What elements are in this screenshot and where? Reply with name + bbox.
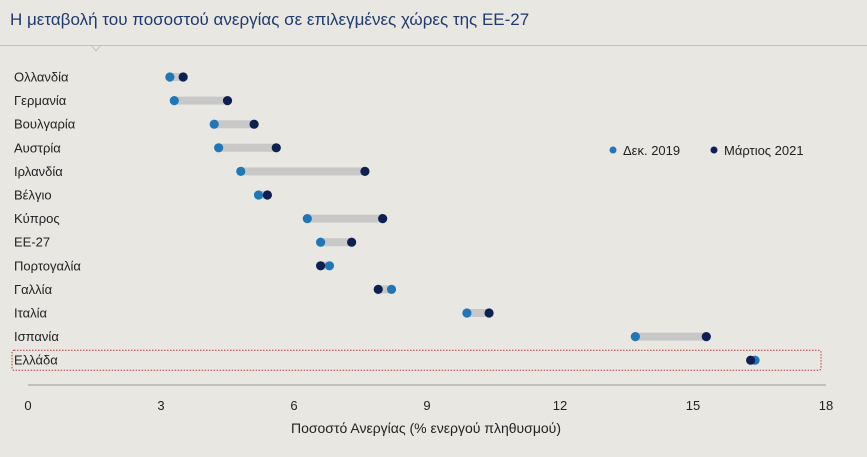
dot-mar-2021 <box>360 166 370 176</box>
x-tick-label: 3 <box>157 398 164 413</box>
x-tick-label: 6 <box>290 398 297 413</box>
dot-mar-2021 <box>484 308 494 318</box>
dot-dec-2019 <box>324 261 335 271</box>
category-label: Ισπανία <box>14 329 59 344</box>
category-label-layer: Ολλανδία Γερμανία Βουλγαρία Αυστρία Ιρλανδία… <box>14 70 81 368</box>
legend-dec-2019-marker <box>609 146 617 154</box>
dot-mar-2021 <box>746 355 756 365</box>
category-label: Ιρλανδία <box>14 164 63 179</box>
x-tick-label: 9 <box>423 398 430 413</box>
category-label: Πορτογαλία <box>14 258 81 273</box>
dot-dec-2019 <box>214 143 224 153</box>
dot-dec-2019 <box>462 308 472 318</box>
x-tick-label: 12 <box>553 398 567 413</box>
chart-title: Η μεταβολή του ποσοστού ανεργίας σε επιλ… <box>10 10 530 29</box>
dot-layer <box>165 72 760 365</box>
dot-dec-2019 <box>386 284 397 294</box>
legend: Δεκ. 2019 Μάρτιος 2021 <box>609 143 804 158</box>
x-tick-label: 18 <box>819 398 833 413</box>
dot-dec-2019 <box>209 119 219 129</box>
dot-mar-2021 <box>316 261 326 271</box>
dot-dec-2019 <box>302 214 312 224</box>
x-tick-label: 15 <box>686 398 700 413</box>
dot-dec-2019 <box>236 166 246 176</box>
category-label: Βέλγιο <box>14 188 52 203</box>
x-axis-title: Ποσοστό Ανεργίας (% ενεργού πληθυσμού) <box>291 420 561 436</box>
category-label: Γερμανία <box>14 93 67 108</box>
dot-mar-2021 <box>249 119 259 129</box>
dot-dec-2019 <box>630 332 640 342</box>
dot-mar-2021 <box>701 332 711 342</box>
title-notch-icon <box>91 45 101 52</box>
dot-dec-2019 <box>165 72 175 82</box>
dot-mar-2021 <box>373 284 383 294</box>
dot-dec-2019 <box>316 237 326 247</box>
category-label: Ελλάδα <box>14 353 58 368</box>
dot-mar-2021 <box>178 72 188 82</box>
dot-dec-2019 <box>169 96 179 106</box>
category-label: Αυστρία <box>14 140 61 155</box>
x-tick-label: 0 <box>24 398 31 413</box>
x-tick-layer: 0 3 6 9 12 15 18 <box>24 384 833 413</box>
dot-mar-2021 <box>271 143 281 153</box>
category-label: Κύπρος <box>14 211 60 226</box>
dot-dec-2019 <box>253 190 264 200</box>
dot-mar-2021 <box>347 237 357 247</box>
legend-dec-2019-label: Δεκ. 2019 <box>623 143 680 158</box>
category-label: ΕΕ-27 <box>14 235 50 250</box>
highlight-box <box>11 349 822 371</box>
legend-mar-2021-label: Μάρτιος 2021 <box>724 143 804 158</box>
dot-mar-2021 <box>262 190 272 200</box>
dot-mar-2021 <box>222 96 233 106</box>
category-label: Βουλγαρία <box>14 117 76 132</box>
connector-layer <box>11 73 822 371</box>
legend-mar-2021-marker <box>710 146 718 154</box>
category-label: Ιταλία <box>14 306 47 321</box>
category-label: Γαλλία <box>14 282 53 297</box>
category-label: Ολλανδία <box>14 70 69 85</box>
title-divider <box>0 45 867 46</box>
dot-mar-2021 <box>378 214 388 224</box>
